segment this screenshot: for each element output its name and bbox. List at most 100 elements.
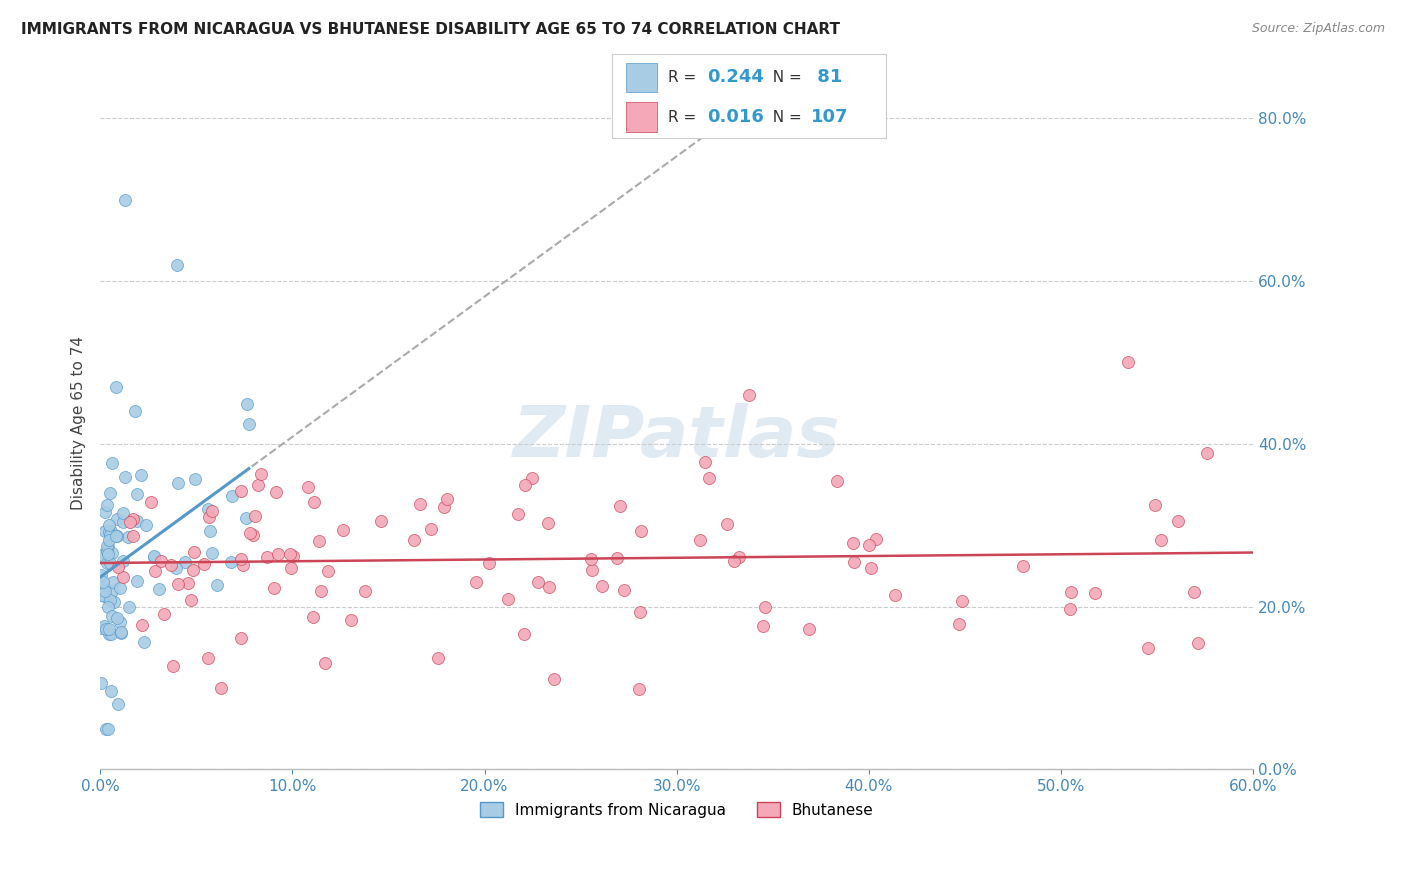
Point (512, 627, 534, 641)
Point (209, 681, 232, 695)
Point (301, 610, 323, 624)
Point (96, 556, 118, 570)
Point (90, 548, 112, 562)
Point (1187, 636, 1209, 650)
Point (98, 556, 121, 570)
Point (107, 697, 129, 711)
Point (93, 589, 115, 603)
Point (860, 560, 883, 574)
Point (221, 489, 243, 503)
Point (1195, 446, 1218, 460)
Point (132, 634, 155, 648)
Text: 81: 81 (811, 69, 842, 87)
Point (110, 626, 132, 640)
Point (1084, 585, 1107, 599)
Point (858, 538, 880, 552)
Point (103, 574, 125, 589)
Point (238, 417, 260, 431)
Point (94, 524, 117, 538)
Point (280, 561, 302, 575)
Point (256, 549, 278, 564)
Point (950, 594, 973, 608)
Point (143, 549, 166, 563)
Point (94, 504, 117, 518)
Point (97, 599, 120, 614)
Point (100, 456, 122, 470)
Point (141, 495, 163, 509)
Point (100, 627, 122, 641)
Point (94, 722, 117, 736)
Point (98, 593, 121, 607)
Point (370, 514, 392, 528)
Point (201, 546, 224, 560)
Point (107, 560, 129, 574)
Point (108, 581, 131, 595)
Point (97, 547, 120, 561)
Point (177, 575, 200, 590)
Point (339, 614, 361, 628)
Point (197, 502, 219, 516)
Point (537, 516, 560, 531)
Point (728, 550, 751, 565)
Point (96, 498, 118, 512)
Point (90, 567, 112, 582)
Point (104, 380, 127, 394)
Point (526, 574, 548, 589)
Point (117, 530, 139, 544)
Point (98, 524, 121, 539)
Point (122, 512, 145, 526)
Point (250, 467, 273, 482)
Point (948, 616, 970, 631)
Point (111, 516, 134, 530)
Point (101, 546, 124, 560)
Point (235, 511, 257, 525)
Point (108, 615, 131, 629)
Point (91, 574, 114, 589)
Point (166, 577, 188, 591)
Text: ZIPatlas: ZIPatlas (513, 402, 841, 472)
Point (143, 549, 166, 564)
Point (184, 472, 207, 486)
Point (97, 722, 120, 736)
Point (628, 605, 651, 619)
Point (513, 477, 536, 491)
Point (153, 607, 176, 622)
Point (309, 584, 332, 599)
Point (752, 619, 775, 633)
Text: R =: R = (668, 110, 702, 125)
Text: 107: 107 (811, 108, 849, 126)
Point (232, 558, 254, 573)
Point (96, 539, 118, 553)
Point (842, 555, 865, 569)
Point (198, 524, 221, 538)
Point (1150, 533, 1173, 547)
Point (96, 540, 118, 554)
Point (129, 468, 152, 483)
Point (98, 622, 121, 636)
Point (865, 532, 887, 546)
Point (354, 584, 377, 599)
Point (693, 455, 716, 469)
Point (332, 523, 354, 537)
Point (1012, 559, 1035, 574)
Point (581, 552, 603, 566)
Point (297, 480, 319, 494)
Point (105, 512, 128, 526)
Point (98, 626, 121, 640)
Point (498, 591, 520, 606)
Point (520, 471, 543, 485)
Point (883, 588, 905, 602)
Point (1137, 641, 1160, 656)
Text: N =: N = (763, 70, 807, 85)
Y-axis label: Disability Age 65 to 74: Disability Age 65 to 74 (72, 336, 86, 510)
Point (93, 619, 115, 633)
Point (592, 579, 614, 593)
Point (436, 492, 458, 507)
Point (1144, 498, 1167, 512)
Point (110, 625, 132, 640)
Point (91, 588, 114, 602)
Point (1059, 602, 1081, 616)
Point (314, 657, 336, 671)
Point (162, 659, 184, 673)
Point (117, 600, 139, 615)
